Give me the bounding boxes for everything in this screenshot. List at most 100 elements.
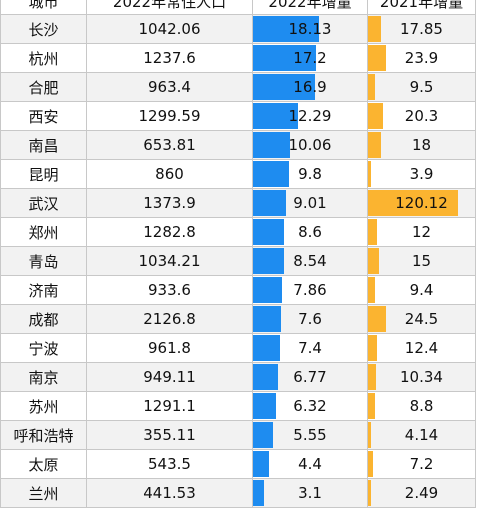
population-cell: 933.6 bbox=[86, 275, 253, 305]
population-cell: 653.81 bbox=[86, 130, 253, 160]
increase-2022-value: 7.6 bbox=[298, 310, 322, 328]
increase-2022-value: 7.4 bbox=[298, 339, 322, 357]
increase-2021-cell: 4.14 bbox=[367, 420, 476, 450]
increase-2022-cell: 3.1 bbox=[252, 478, 368, 508]
increase-2021-bar bbox=[368, 422, 371, 448]
increase-2021-cell: 20.3 bbox=[367, 101, 476, 131]
city-cell: 郑州 bbox=[0, 217, 87, 247]
increase-2021-cell: 12 bbox=[367, 217, 476, 247]
increase-2022-bar bbox=[253, 16, 319, 42]
increase-2022-cell: 8.6 bbox=[252, 217, 368, 247]
increase-2022-cell: 7.86 bbox=[252, 275, 368, 305]
city-cell: 成都 bbox=[0, 304, 87, 334]
table-row: 昆明 860 9.8 3.9 bbox=[0, 159, 476, 189]
population-cell: 963.4 bbox=[86, 72, 253, 102]
increase-2022-cell: 16.9 bbox=[252, 72, 368, 102]
increase-2021-cell: 9.4 bbox=[367, 275, 476, 305]
table-row: 济南 933.6 7.86 9.4 bbox=[0, 275, 476, 305]
increase-2021-cell: 3.9 bbox=[367, 159, 476, 189]
increase-2021-cell: 23.9 bbox=[367, 43, 476, 73]
increase-2021-value: 10.34 bbox=[400, 368, 443, 386]
increase-2021-bar bbox=[368, 480, 371, 506]
increase-2022-value: 17.2 bbox=[293, 49, 327, 67]
header-increase-2021: 2021年增量 bbox=[367, 0, 476, 15]
population-cell: 860 bbox=[86, 159, 253, 189]
increase-2021-value: 17.85 bbox=[400, 20, 443, 38]
city-cell: 济南 bbox=[0, 275, 87, 305]
table-row: 青岛 1034.21 8.54 15 bbox=[0, 246, 476, 276]
increase-2022-cell: 6.77 bbox=[252, 362, 368, 392]
increase-2022-value: 8.54 bbox=[293, 252, 327, 270]
city-cell: 兰州 bbox=[0, 478, 87, 508]
increase-2021-value: 120.12 bbox=[395, 194, 448, 212]
population-cell: 1373.9 bbox=[86, 188, 253, 218]
increase-2022-cell: 17.2 bbox=[252, 43, 368, 73]
city-cell: 昆明 bbox=[0, 159, 87, 189]
increase-2021-value: 24.5 bbox=[404, 310, 439, 328]
population-cell: 1034.21 bbox=[86, 246, 253, 276]
increase-2021-bar bbox=[368, 45, 386, 71]
increase-2021-value: 3.9 bbox=[409, 165, 434, 183]
increase-2022-cell: 7.6 bbox=[252, 304, 368, 334]
increase-2022-bar bbox=[253, 277, 282, 303]
increase-2022-bar bbox=[253, 306, 281, 332]
increase-2022-bar bbox=[253, 480, 264, 506]
increase-2022-bar bbox=[253, 190, 286, 216]
increase-2021-cell: 18 bbox=[367, 130, 476, 160]
increase-2022-cell: 10.06 bbox=[252, 130, 368, 160]
header-increase-2022: 2022年增量 bbox=[252, 0, 368, 15]
population-cell: 1282.8 bbox=[86, 217, 253, 247]
increase-2021-value: 7.2 bbox=[409, 455, 434, 473]
increase-2021-bar bbox=[368, 248, 379, 274]
increase-2021-cell: 12.4 bbox=[367, 333, 476, 363]
increase-2022-bar bbox=[253, 161, 289, 187]
increase-2022-bar bbox=[253, 103, 298, 129]
city-cell: 南昌 bbox=[0, 130, 87, 160]
population-cell: 2126.8 bbox=[86, 304, 253, 334]
increase-2021-cell: 9.5 bbox=[367, 72, 476, 102]
increase-2022-value: 12.29 bbox=[288, 107, 332, 125]
increase-2021-bar bbox=[368, 103, 383, 129]
increase-2021-value: 18 bbox=[411, 136, 432, 154]
increase-2021-value: 9.4 bbox=[409, 281, 434, 299]
city-cell: 太原 bbox=[0, 449, 87, 479]
increase-2022-bar bbox=[253, 74, 315, 100]
increase-2021-bar bbox=[368, 219, 377, 245]
increase-2021-bar bbox=[368, 364, 376, 390]
increase-2022-bar bbox=[253, 132, 290, 158]
increase-2022-cell: 12.29 bbox=[252, 101, 368, 131]
increase-2022-bar bbox=[253, 451, 269, 477]
increase-2022-bar bbox=[253, 219, 284, 245]
city-cell: 苏州 bbox=[0, 391, 87, 421]
increase-2021-value: 2.49 bbox=[404, 484, 439, 502]
city-cell: 杭州 bbox=[0, 43, 87, 73]
increase-2022-cell: 4.4 bbox=[252, 449, 368, 479]
increase-2021-cell: 7.2 bbox=[367, 449, 476, 479]
increase-2021-cell: 10.34 bbox=[367, 362, 476, 392]
table-row: 杭州 1237.6 17.2 23.9 bbox=[0, 43, 476, 73]
population-cell: 1237.6 bbox=[86, 43, 253, 73]
increase-2021-bar bbox=[368, 16, 381, 42]
city-cell: 合肥 bbox=[0, 72, 87, 102]
increase-2022-cell: 9.8 bbox=[252, 159, 368, 189]
table-row: 南昌 653.81 10.06 18 bbox=[0, 130, 476, 160]
population-cell: 1299.59 bbox=[86, 101, 253, 131]
increase-2022-value: 6.77 bbox=[293, 368, 327, 386]
increase-2021-cell: 15 bbox=[367, 246, 476, 276]
increase-2022-bar bbox=[253, 248, 284, 274]
increase-2021-cell: 120.12 bbox=[367, 188, 476, 218]
increase-2022-cell: 8.54 bbox=[252, 246, 368, 276]
population-cell: 355.11 bbox=[86, 420, 253, 450]
increase-2022-value: 18.13 bbox=[288, 20, 332, 38]
table-row: 苏州 1291.1 6.32 8.8 bbox=[0, 391, 476, 421]
city-cell: 青岛 bbox=[0, 246, 87, 276]
increase-2022-value: 4.4 bbox=[298, 455, 322, 473]
increase-2021-bar bbox=[368, 74, 375, 100]
increase-2021-bar bbox=[368, 393, 375, 419]
increase-2021-value: 15 bbox=[411, 252, 432, 270]
table-row: 呼和浩特 355.11 5.55 4.14 bbox=[0, 420, 476, 450]
increase-2022-value: 9.8 bbox=[298, 165, 322, 183]
population-cell: 1291.1 bbox=[86, 391, 253, 421]
increase-2021-value: 8.8 bbox=[409, 397, 434, 415]
